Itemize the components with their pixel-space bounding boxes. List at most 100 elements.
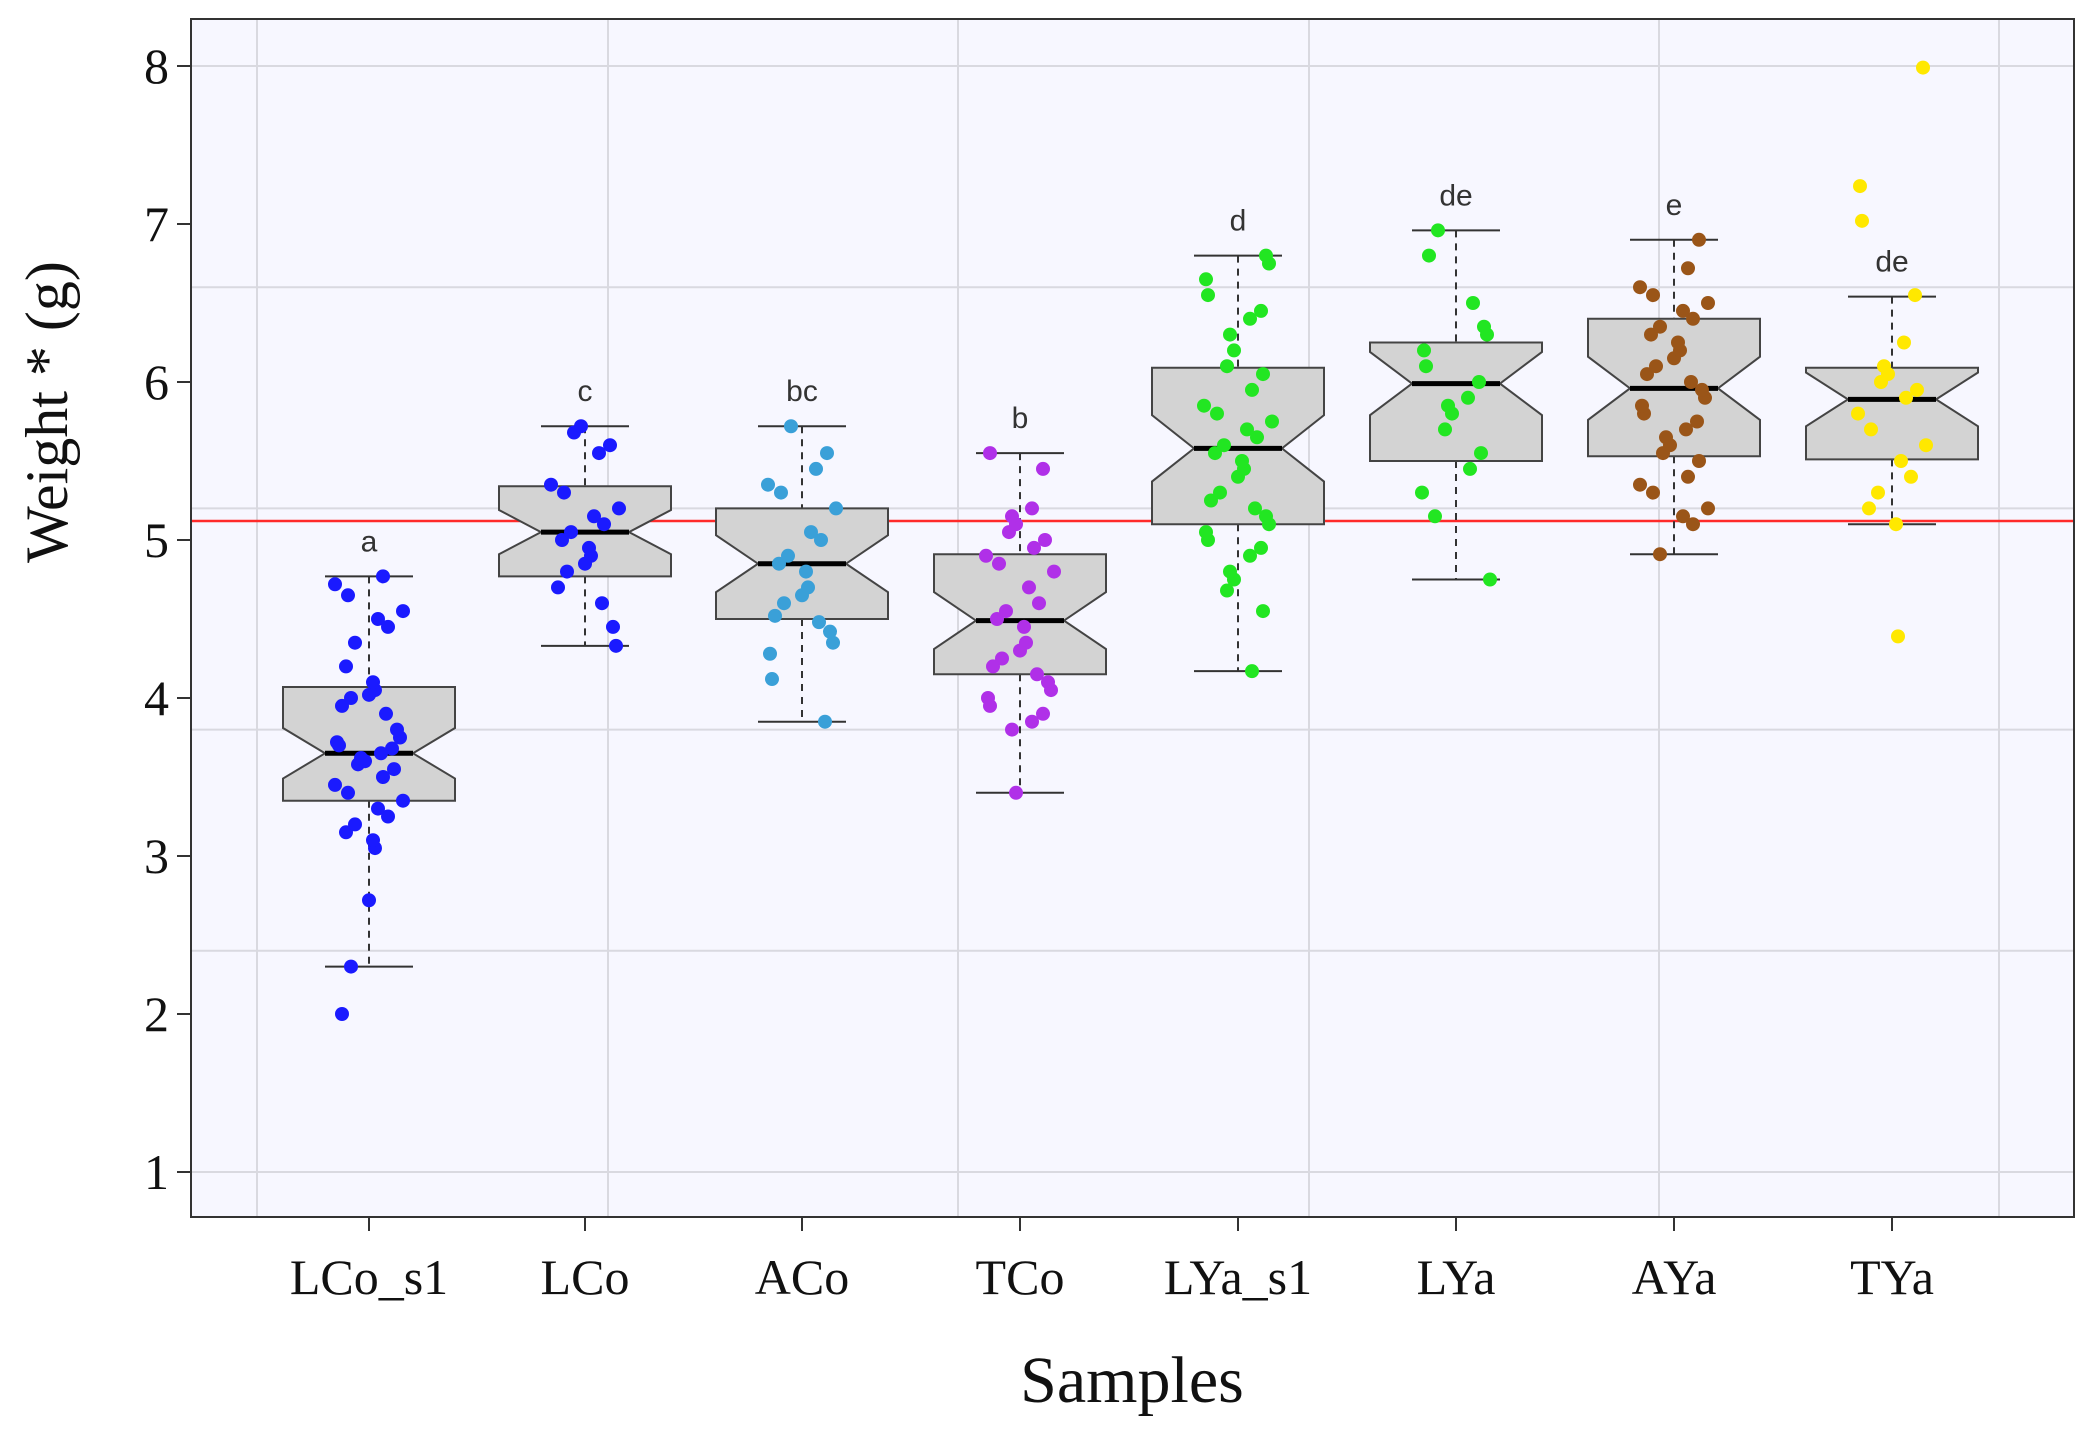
data-point: [1009, 785, 1023, 800]
data-point: [1897, 335, 1911, 350]
data-point: [1259, 248, 1273, 263]
data-point: [1692, 232, 1706, 247]
data-point: [1047, 564, 1061, 579]
x-tick-label: LYa: [1417, 1249, 1496, 1305]
data-point: [1027, 540, 1041, 555]
data-point: [1855, 213, 1869, 228]
data-point: [1250, 430, 1264, 445]
grid-lines: [191, 19, 2074, 1217]
data-point: [829, 501, 843, 516]
data-point: [557, 485, 571, 500]
data-point: [390, 722, 404, 737]
data-point: [1889, 517, 1903, 532]
data-point: [1217, 438, 1231, 453]
y-tick-label: 5: [144, 512, 169, 568]
data-point: [595, 596, 609, 611]
data-point: [990, 612, 1004, 626]
significance-letter: de: [1875, 246, 1908, 279]
data-point: [986, 659, 1000, 674]
data-point: [1681, 261, 1695, 276]
data-point: [1428, 509, 1442, 524]
data-point: [1908, 288, 1922, 303]
data-point: [1910, 382, 1924, 397]
y-tick-label: 1: [144, 1144, 169, 1200]
data-point: [1441, 398, 1455, 413]
data-point: [1005, 722, 1019, 737]
data-point: [981, 691, 995, 705]
notched-box: [282, 685, 456, 802]
data-point: [1240, 422, 1254, 437]
data-point: [374, 746, 388, 761]
data-point: [381, 619, 395, 634]
data-point: [597, 517, 611, 532]
y-tick-label: 6: [144, 354, 169, 410]
data-point: [1417, 343, 1431, 358]
data-point: [1201, 288, 1215, 303]
significance-letter: c: [578, 375, 593, 408]
data-point: [330, 735, 344, 750]
data-point: [995, 651, 1009, 666]
data-point: [1853, 179, 1867, 194]
data-point: [1022, 580, 1036, 595]
data-point: [1017, 619, 1031, 634]
data-point: [1676, 509, 1690, 524]
x-axis: LCo_s1 LCo ACo TCo LYa_s1 LYa AYa TYa: [290, 1217, 1934, 1305]
data-point: [1036, 706, 1050, 721]
data-point: [1254, 540, 1268, 555]
x-tick-label: LYa_s1: [1164, 1249, 1312, 1305]
data-point: [603, 438, 617, 453]
x-tick-label: TCo: [976, 1249, 1065, 1305]
notched-box: [1369, 341, 1543, 462]
data-point: [339, 659, 353, 674]
y-tick-label: 7: [144, 196, 169, 252]
x-tick-label: AYa: [1632, 1249, 1717, 1305]
data-point: [1220, 583, 1234, 598]
data-point: [992, 556, 1006, 571]
data-point: [1633, 477, 1647, 492]
data-point: [574, 419, 588, 434]
data-point: [1208, 446, 1222, 461]
data-point: [1210, 406, 1224, 421]
data-point: [1019, 635, 1033, 650]
data-point: [781, 548, 795, 563]
data-point: [1036, 461, 1050, 476]
data-point: [1422, 248, 1436, 263]
data-point: [1254, 303, 1268, 318]
data-point: [612, 501, 626, 516]
data-point: [784, 419, 798, 434]
data-point: [344, 959, 358, 974]
data-point: [1419, 359, 1433, 374]
data-point: [609, 638, 623, 653]
data-point: [328, 777, 342, 792]
data-point: [1671, 335, 1685, 350]
data-point: [1862, 501, 1876, 516]
significance-letter: bc: [786, 375, 818, 408]
x-tick-label: LCo: [541, 1249, 630, 1305]
data-point: [354, 751, 368, 766]
data-point: [379, 706, 393, 721]
data-point: [1676, 303, 1690, 318]
data-point: [1659, 430, 1673, 445]
data-point: [362, 893, 376, 908]
data-point: [1025, 714, 1039, 729]
data-point: [1438, 422, 1452, 437]
significance-letter: a: [361, 525, 378, 558]
notched-box: [1805, 366, 1979, 461]
data-point: [1679, 422, 1693, 437]
data-point: [1199, 272, 1213, 287]
data-point: [1466, 296, 1480, 310]
data-point: [551, 580, 565, 595]
data-point: [396, 793, 410, 808]
significance-letter: b: [1012, 402, 1029, 435]
data-point: [376, 569, 390, 584]
data-point: [1005, 509, 1019, 524]
data-point: [560, 564, 574, 579]
data-point: [1646, 485, 1660, 500]
y-tick-label: 2: [144, 986, 169, 1042]
data-point: [1891, 629, 1905, 644]
data-point: [1431, 223, 1445, 238]
data-point: [339, 825, 353, 840]
data-point: [1644, 327, 1658, 342]
data-point: [1640, 367, 1654, 382]
data-point: [341, 588, 355, 603]
